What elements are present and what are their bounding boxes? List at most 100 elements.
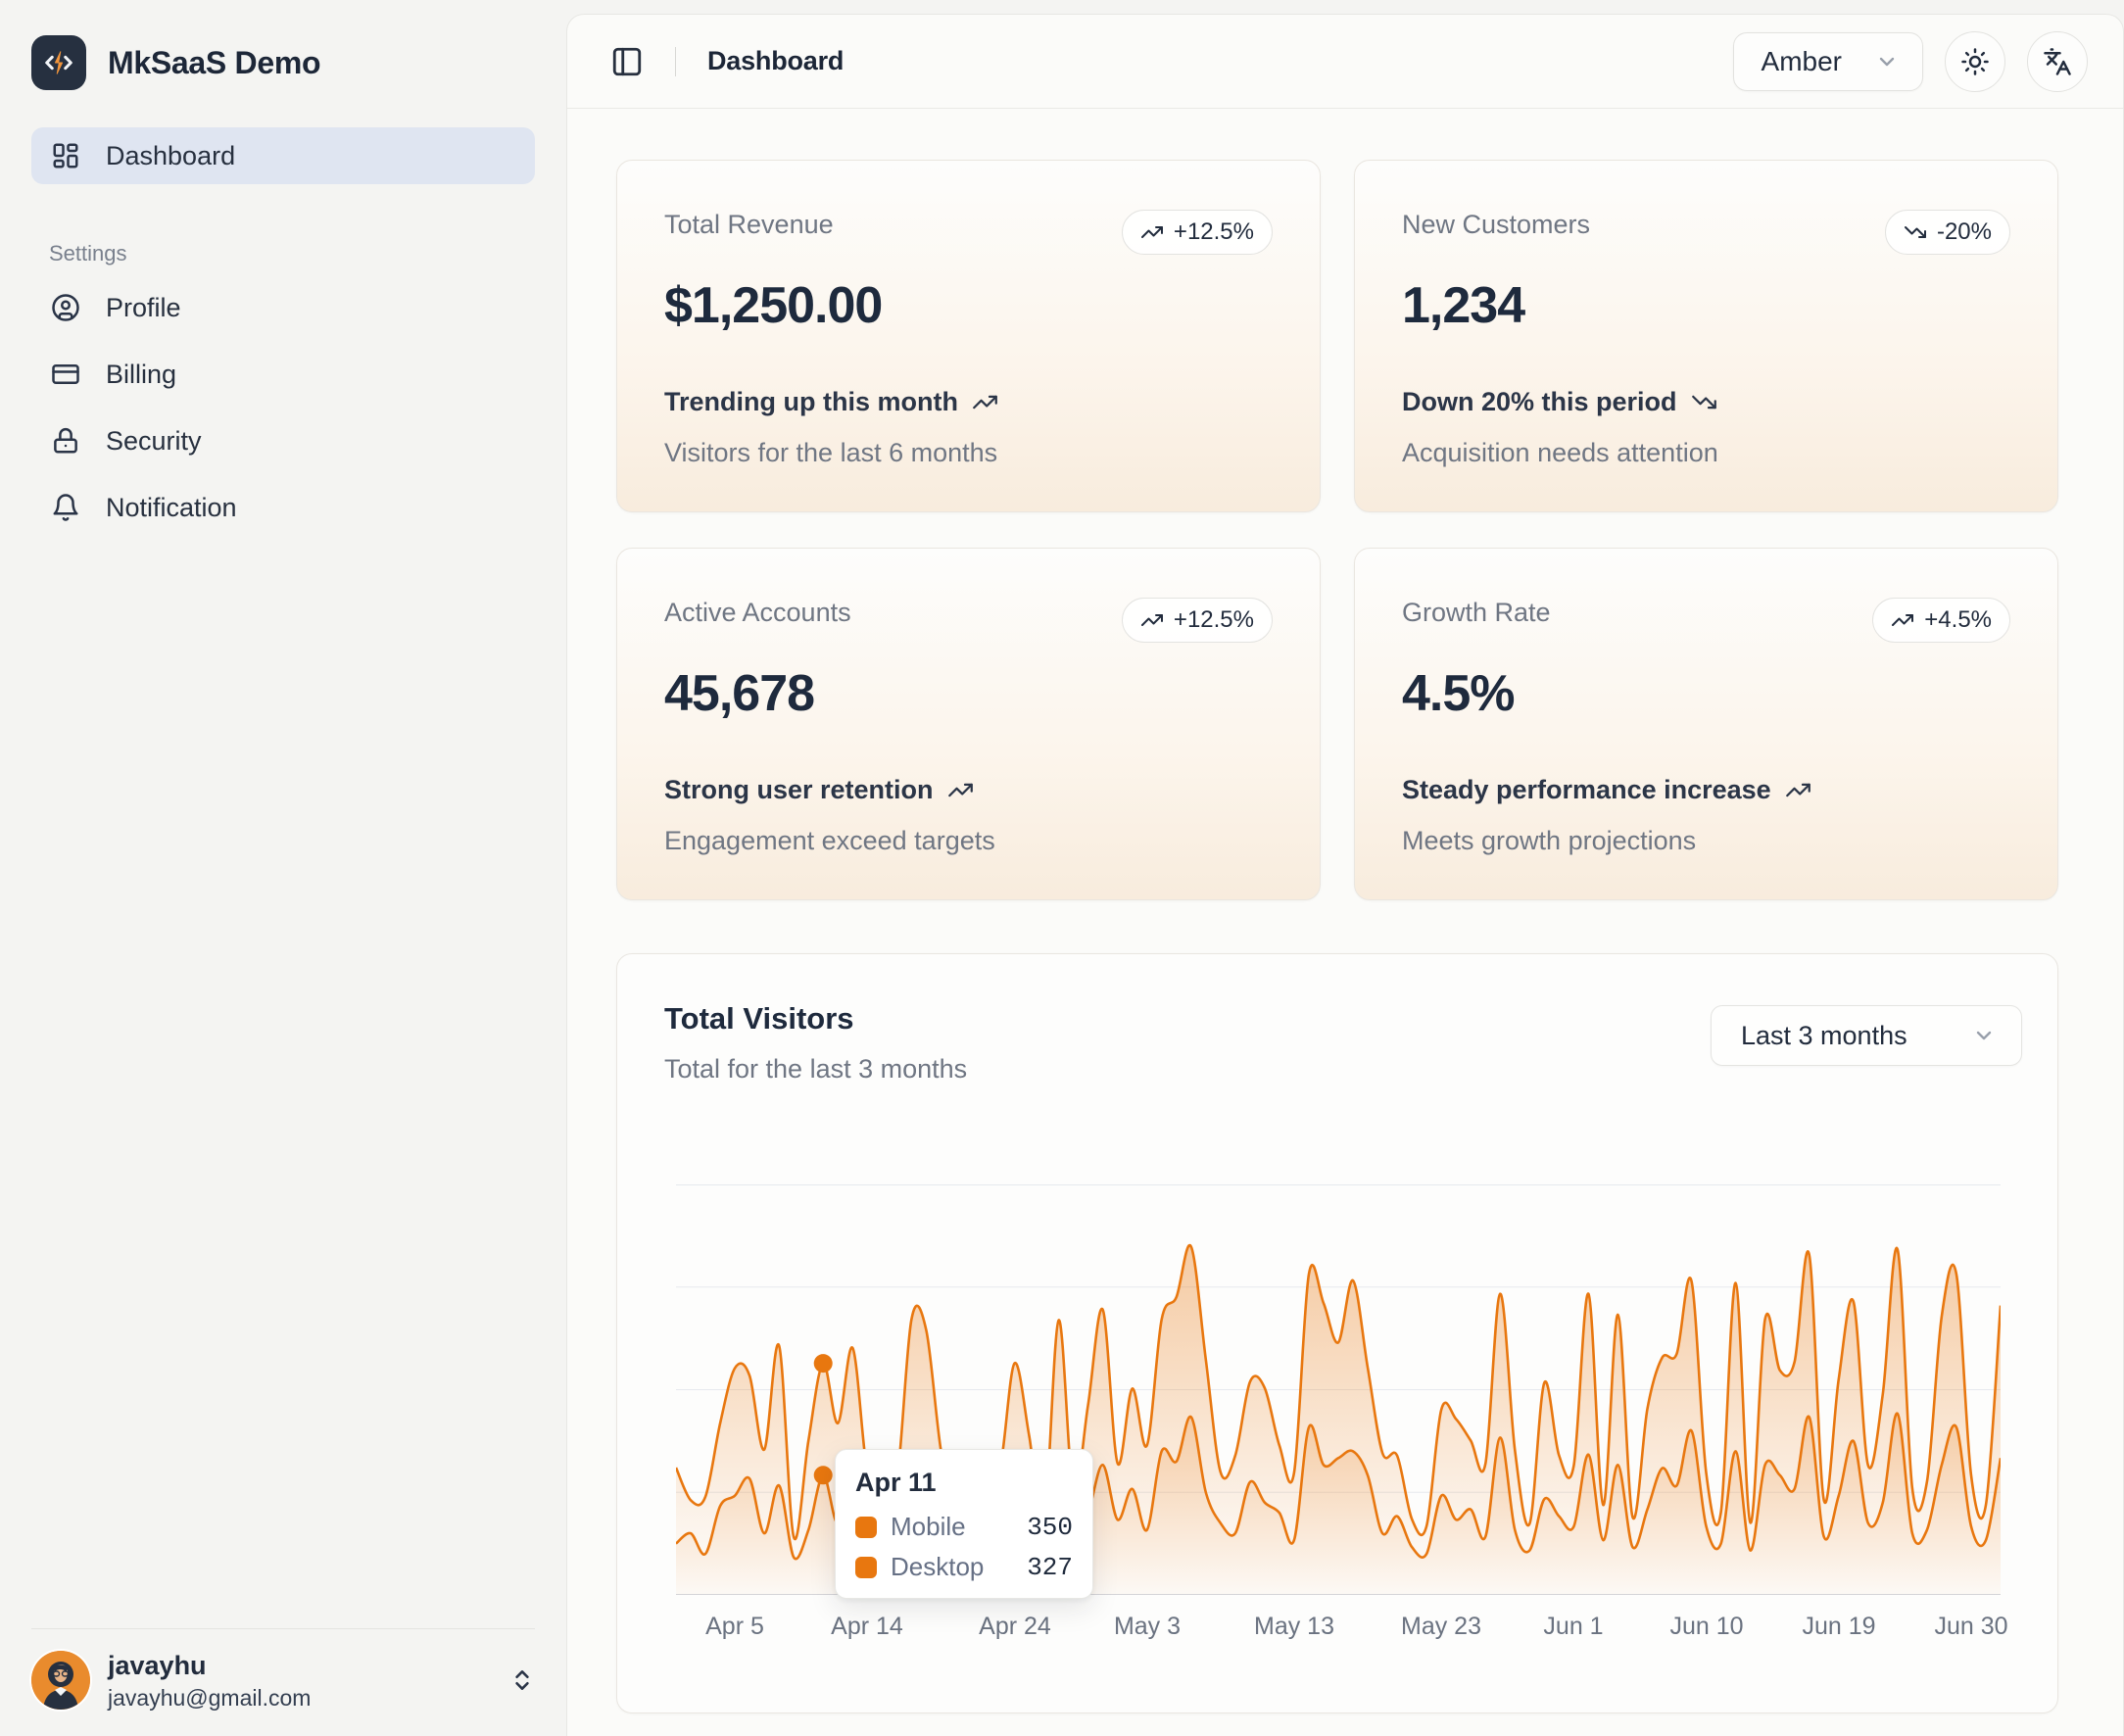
trend-badge-value: +12.5% [1173, 606, 1254, 633]
trend-badge: -20% [1884, 210, 2010, 255]
trend-badge-value: +12.5% [1173, 218, 1254, 245]
sidebar-item-label: Profile [106, 292, 181, 322]
trend-badge: +12.5% [1121, 210, 1273, 255]
tooltip-date: Apr 11 [855, 1468, 937, 1497]
stat-card-value: $1,250.00 [664, 277, 883, 334]
stat-card-highlight: Down 20% this period [1402, 387, 1717, 417]
stat-card-value: 1,234 [1402, 277, 1525, 334]
stat-card-description: Visitors for the last 6 months [664, 438, 998, 467]
header-actions: Amber [1732, 30, 2088, 92]
total-visitors-chart-card: Total Visitors Total for the last 3 mont… [616, 953, 2058, 1713]
x-axis-tick-label: May 13 [1254, 1613, 1334, 1640]
stat-card-growth-rate: Growth Rate +4.5% 4.5% Steady performance i… [1354, 548, 2058, 900]
sidebar-item-dashboard[interactable]: Dashboard [31, 127, 535, 184]
sidebar-item-security[interactable]: Security [31, 413, 535, 468]
stat-card-highlight-text: Trending up this month [664, 387, 958, 416]
x-axis-tick-label: Jun 19 [1802, 1613, 1876, 1640]
mobile-series-swatch [855, 1516, 877, 1538]
bell-icon [51, 493, 80, 522]
sidebar-toggle-button[interactable] [610, 45, 644, 78]
sidebar-item-profile[interactable]: Profile [31, 280, 535, 335]
trending-up-icon [973, 395, 997, 410]
stat-card-highlight-text: Down 20% this period [1402, 387, 1677, 416]
code-zap-icon [41, 45, 76, 80]
trend-badge-value: -20% [1936, 218, 1992, 245]
x-axis-tick-label: Jun 1 [1543, 1613, 1604, 1640]
lock-icon [51, 426, 80, 456]
x-axis-tick-label: May 3 [1113, 1613, 1182, 1640]
x-axis-tick-label: Jun 30 [1934, 1613, 2008, 1640]
trending-up-icon [1140, 614, 1163, 626]
user-meta: javayhu javayhu@gmail.com [108, 1651, 311, 1711]
stat-card-header: New Customers -20% [1402, 210, 2010, 255]
tooltip-value: 327 [1027, 1552, 1073, 1582]
stat-cards-grid: Total Revenue +12.5% $1,250.00 Trending up … [616, 160, 2058, 900]
sidebar-item-label: Billing [106, 359, 177, 389]
theme-mode-button[interactable] [1945, 30, 2005, 92]
stat-card-description: Meets growth projections [1402, 826, 1697, 855]
chart-tooltip: Apr 11 Mobile 350 Desktop 327 [835, 1449, 1093, 1599]
layout-dashboard-icon [51, 141, 80, 170]
stat-card-value: 4.5% [1402, 665, 1516, 722]
trending-down-icon [1691, 395, 1716, 410]
app-logo-row: MkSaaS Demo [31, 35, 535, 90]
tooltip-label: Mobile [891, 1512, 966, 1541]
main-panel: Dashboard Amber [566, 14, 2124, 1736]
chart-range-select[interactable]: Last 3 months [1711, 1005, 2022, 1066]
stat-card-value: 45,678 [664, 665, 815, 722]
x-axis-tick-label: May 23 [1401, 1613, 1481, 1640]
stat-card-header: Total Revenue +12.5% [664, 210, 1273, 255]
user-round-icon [51, 293, 80, 322]
sidebar-item-billing[interactable]: Billing [31, 347, 535, 402]
chart-title: Total Visitors [664, 1001, 854, 1036]
trending-up-icon [1140, 226, 1163, 238]
tooltip-row-desktop: Desktop 327 [855, 1552, 1073, 1582]
stat-card-active-accounts: Active Accounts +12.5% 45,678 Strong user r… [616, 548, 1321, 900]
chart-subtitle: Total for the last 3 months [664, 1054, 968, 1084]
panel-left-icon [610, 45, 644, 78]
page-title: Dashboard [707, 46, 845, 75]
stat-card-header: Growth Rate +4.5% [1402, 598, 2010, 643]
stat-card-description: Acquisition needs attention [1402, 438, 1718, 467]
main-header: Dashboard Amber [567, 15, 2123, 109]
stat-card-description: Engagement exceed targets [664, 826, 995, 855]
stat-card-highlight: Steady performance increase [1402, 775, 1811, 805]
stat-card-highlight: Trending up this month [664, 387, 998, 417]
x-axis-tick-label: Apr 14 [831, 1613, 903, 1640]
app-name: MkSaaS Demo [108, 44, 321, 80]
stat-card-highlight-text: Steady performance increase [1402, 775, 1771, 804]
stat-card-title: New Customers [1402, 210, 1591, 239]
header-divider [675, 46, 676, 76]
desktop-series-swatch [855, 1556, 877, 1578]
sidebar-item-label: Notification [106, 492, 237, 522]
trending-up-icon [947, 783, 973, 797]
user-name: javayhu [108, 1650, 207, 1680]
theme-color-select[interactable]: Amber [1732, 31, 1923, 91]
trending-up-icon [1785, 783, 1810, 797]
sidebar-item-notification[interactable]: Notification [31, 480, 535, 535]
trend-badge: +4.5% [1872, 598, 2010, 643]
tooltip-row-mobile: Mobile 350 [855, 1512, 1073, 1542]
trend-badge-value: +4.5% [1924, 606, 1992, 633]
stat-card-header: Active Accounts +12.5% [664, 598, 1273, 643]
trending-down-icon [1904, 226, 1926, 238]
user-email: javayhu@gmail.com [108, 1684, 312, 1711]
stat-card-title: Total Revenue [664, 210, 834, 239]
theme-select-value: Amber [1761, 45, 1842, 76]
range-select-value: Last 3 months [1741, 1020, 1907, 1050]
language-button[interactable] [2027, 30, 2088, 92]
stat-card-new-customers: New Customers -20% 1,234 Down 20% this peri… [1354, 160, 2058, 512]
trend-badge: +12.5% [1121, 598, 1273, 643]
sun-icon [1960, 47, 1990, 76]
user-menu-button[interactable]: javayhu javayhu@gmail.com [31, 1651, 535, 1711]
chevron-down-icon [1875, 50, 1899, 73]
sidebar-spacer [31, 547, 535, 1628]
tooltip-label: Desktop [891, 1552, 985, 1581]
stat-card-total-revenue: Total Revenue +12.5% $1,250.00 Trending up … [616, 160, 1321, 512]
languages-icon [2043, 47, 2072, 76]
sidebar-footer: javayhu javayhu@gmail.com [31, 1627, 535, 1711]
x-axis-tick-label: Jun 10 [1669, 1613, 1744, 1640]
avatar [31, 1651, 90, 1711]
chevron-down-icon [1972, 1024, 1996, 1047]
sidebar-item-label: Dashboard [106, 140, 236, 170]
